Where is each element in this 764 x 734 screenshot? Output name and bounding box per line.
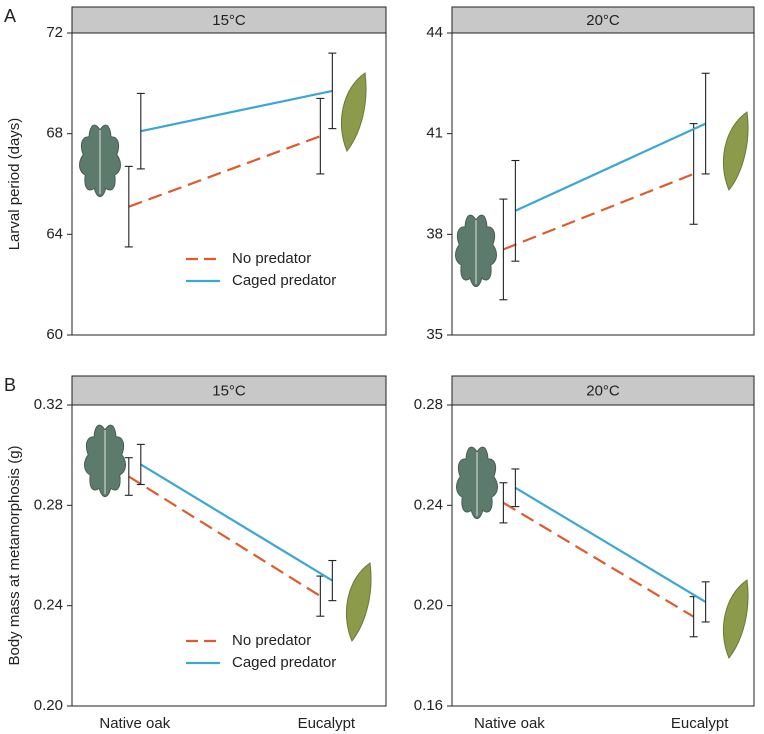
panel-label: A bbox=[4, 6, 16, 26]
panel-title: 20°C bbox=[586, 382, 620, 399]
y-tick-label: 44 bbox=[426, 24, 443, 41]
y-axis-label: Body mass at metamorphosis (g) bbox=[6, 445, 23, 665]
series-line bbox=[128, 475, 321, 598]
y-tick-label: 35 bbox=[426, 326, 443, 343]
eucalyptus-leaf-icon bbox=[345, 562, 372, 642]
plot-frame bbox=[71, 404, 387, 707]
plot-frame bbox=[451, 404, 755, 707]
eucalyptus-leaf-icon bbox=[722, 111, 749, 191]
x-tick-label: Native oak bbox=[99, 715, 170, 732]
y-tick-label: 41 bbox=[426, 125, 443, 142]
y-tick-label: 0.24 bbox=[34, 597, 63, 614]
eucalyptus-leaf-icon bbox=[340, 72, 367, 152]
panel-title: 15°C bbox=[212, 382, 246, 399]
y-tick-label: 64 bbox=[46, 225, 63, 242]
y-tick-label: 0.28 bbox=[34, 496, 63, 513]
y-tick-label: 0.20 bbox=[34, 697, 63, 714]
y-axis-label: Larval period (days) bbox=[6, 118, 23, 251]
y-tick-label: 0.32 bbox=[34, 396, 63, 413]
series-line bbox=[502, 172, 695, 251]
y-tick-label: 60 bbox=[46, 326, 63, 343]
panel-label: B bbox=[4, 375, 16, 395]
y-tick-label: 38 bbox=[426, 225, 443, 242]
legend-label: Caged predator bbox=[232, 272, 336, 289]
series-line bbox=[140, 463, 333, 582]
series-line bbox=[140, 89, 333, 133]
panel-header bbox=[451, 6, 755, 34]
panel-title: 20°C bbox=[586, 12, 620, 29]
x-tick-label: Eucalypt bbox=[671, 715, 729, 732]
panel-header bbox=[71, 375, 387, 406]
panel-header bbox=[71, 6, 387, 34]
panel-header bbox=[451, 375, 755, 406]
plot-frame bbox=[451, 32, 755, 336]
series-line bbox=[128, 135, 321, 208]
series-line bbox=[514, 486, 707, 603]
panel-title: 15°C bbox=[212, 12, 246, 29]
series-line bbox=[514, 122, 707, 212]
x-tick-label: Native oak bbox=[474, 715, 545, 732]
y-tick-label: 0.16 bbox=[414, 697, 443, 714]
x-tick-label: Eucalypt bbox=[298, 715, 356, 732]
y-tick-label: 0.24 bbox=[414, 496, 443, 513]
legend-label: No predator bbox=[232, 250, 311, 267]
legend-label: No predator bbox=[232, 632, 311, 649]
legend-label: Caged predator bbox=[232, 654, 336, 671]
plot-frame bbox=[71, 32, 387, 336]
y-tick-label: 0.28 bbox=[414, 396, 443, 413]
eucalyptus-leaf-icon bbox=[722, 579, 749, 659]
series-line bbox=[502, 501, 695, 618]
y-tick-label: 72 bbox=[46, 24, 63, 41]
y-tick-label: 0.20 bbox=[414, 597, 443, 614]
y-tick-label: 68 bbox=[46, 125, 63, 142]
